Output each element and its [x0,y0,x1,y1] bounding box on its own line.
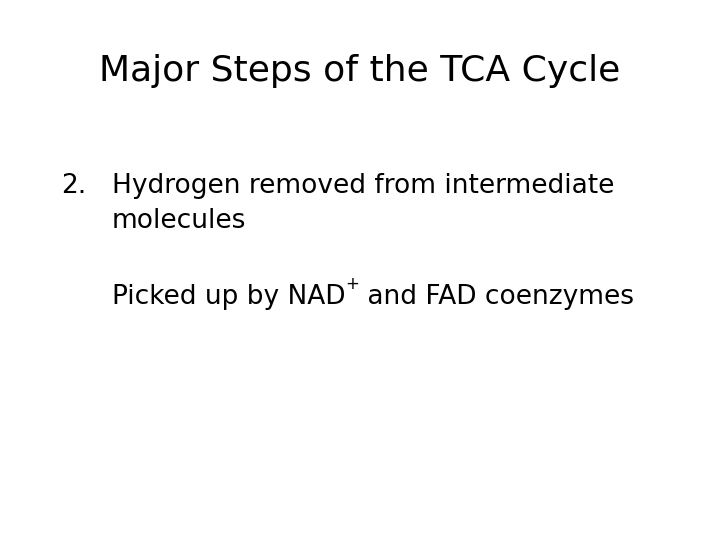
Text: Major Steps of the TCA Cycle: Major Steps of the TCA Cycle [99,54,621,88]
Text: Picked up by NAD: Picked up by NAD [112,284,345,309]
Text: 2.: 2. [61,173,86,199]
Text: Hydrogen removed from intermediate: Hydrogen removed from intermediate [112,173,614,199]
Text: molecules: molecules [112,208,246,234]
Text: and FAD coenzymes: and FAD coenzymes [359,284,634,309]
Text: +: + [345,275,359,293]
